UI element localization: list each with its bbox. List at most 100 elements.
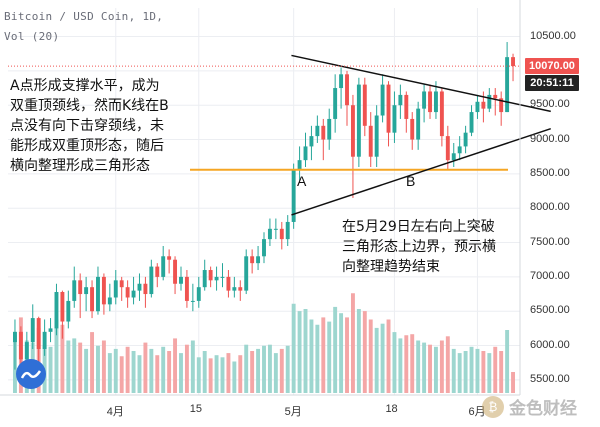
volume-bar [327,321,332,393]
volume-bar [214,355,219,393]
candle-body [60,291,65,322]
volume-bar [339,313,344,393]
volume-bar [220,357,225,393]
volume-bar [291,303,296,393]
point-a-label: A [297,173,307,189]
candle-body [487,94,492,109]
candle-body [445,136,450,161]
candle-body [262,239,266,257]
price-tick-label: 8500.00 [530,166,570,179]
volume-bar [368,319,373,393]
volume-bar [155,355,160,393]
candle-body [161,256,166,277]
volume-bar [356,309,361,393]
volume-bar [445,336,450,393]
annotation-line: 横向整理形成三角形态 [10,158,150,174]
volume-bar [469,346,474,393]
candle-body [149,266,154,295]
candle-body [167,256,172,260]
triangle-upper-line [291,54,551,113]
volume-bar [309,319,314,393]
volume-bar [422,342,427,393]
candle-body [220,276,225,278]
annotation-line: 能形成双重顶形态，随后 [10,138,164,154]
volume-bar [256,348,261,393]
volume-bar [511,372,515,393]
candle-body [368,125,373,157]
current-price-badge: 10070.00 [525,58,579,75]
volume-bar [315,324,320,393]
candle-body [345,74,349,106]
candle-body [362,84,367,126]
volume-bar [137,355,142,393]
price-tick-label: 8000.00 [530,201,570,214]
volume-bar [493,346,498,393]
candle-body [18,331,23,360]
candle-body [30,318,35,343]
time-tick-label: 5月 [284,406,302,418]
candle-body [309,136,314,147]
candle-body [463,132,468,147]
volume-bar [428,344,432,393]
candle-body [499,98,504,113]
candle-body [202,270,207,288]
candle-body [398,94,403,106]
volume-bar [499,351,504,393]
price-tick-label: 5500.00 [530,372,570,385]
volume-bar [439,340,444,393]
volume-bar [267,344,272,393]
volume-bar [113,348,118,393]
volume-bar [350,293,355,393]
volume-bar [285,345,290,393]
candle-body [404,94,409,119]
candle-body [279,228,284,240]
annotation-line: 向整理趋势结束 [342,259,440,275]
candle-body [297,160,302,171]
volume-bar [380,323,385,393]
tradingview-logo[interactable] [16,359,46,389]
volume-bar [297,311,302,393]
volume-bar [404,335,409,393]
volume-bar [262,345,266,393]
candle-body [42,331,47,349]
time-tick-label: 4月 [106,406,124,418]
candle-body [143,283,148,295]
volume-bar [386,319,391,393]
volume-bar [161,346,166,393]
volume-bar [457,353,462,393]
volume-bar [279,348,284,393]
candle-body [125,287,130,298]
candle-body [505,57,510,113]
volume-bar [250,351,255,393]
candle-body [226,276,231,291]
candle-body [392,105,397,133]
candle-body [190,300,195,302]
axes [0,0,521,396]
volume-bar [475,348,480,393]
volume-bar [196,357,201,393]
candle-body [66,300,71,322]
candle-body [267,228,272,240]
candle-body [232,287,237,291]
candle-body [119,280,124,288]
candle-body [238,287,243,291]
candle-body [78,280,83,295]
right-annotation: 在5月29日左右向上突破 三角形态上边界，预示横 向整理趋势结束 [342,217,496,277]
volume-bar [143,342,148,393]
candle-body [113,280,118,298]
watermark-text: 金色财经 [509,399,577,419]
volume-bar [202,351,207,393]
candle-body [333,88,338,119]
candle-body [256,256,261,264]
candle-body [511,57,515,67]
volume-bar [244,344,249,393]
candle-body [90,287,95,312]
volume-bar [345,317,349,393]
candle-body [13,331,17,343]
candle-body [374,115,379,157]
volume-bar [167,351,172,393]
candle-body [469,112,474,133]
candle-body [428,91,432,113]
volume-bar [481,351,486,393]
volume-bar [208,358,213,393]
